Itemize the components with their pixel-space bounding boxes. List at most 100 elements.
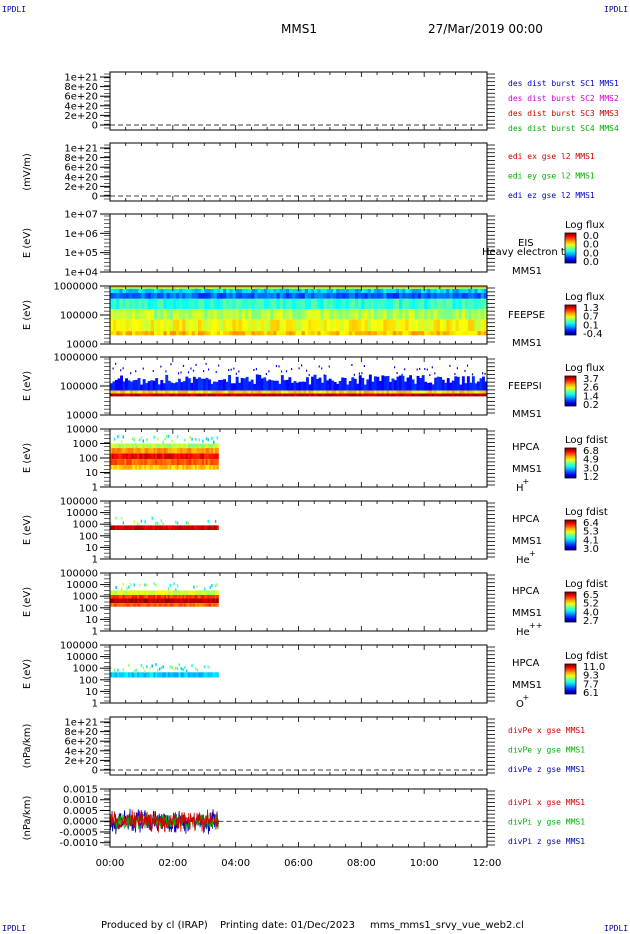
colorbar-tick-label: 5.3: [583, 527, 599, 538]
y-tick-label: 1e+07: [64, 210, 98, 221]
colorbar-tick-label: 2.7: [583, 616, 599, 627]
colorbar-title: Log fdist: [565, 579, 608, 590]
colorbar-tick-label: 4.1: [583, 535, 599, 546]
y-tick-label: 1000000: [53, 282, 98, 293]
colorbar-title: Log flux: [565, 292, 605, 303]
y-tick-label: 6e+20: [64, 737, 98, 748]
header-spacecraft: MMS1: [281, 22, 317, 36]
colorbar-title: Log flux: [565, 363, 605, 374]
colorbar-tick-label: 6.8: [583, 446, 599, 457]
legend-entry: divPe y gse MMS1: [508, 746, 585, 755]
legend-entry: des dist burst SC1 MMS1: [508, 79, 619, 88]
legend-entry: edi ex gse l2 MMS1: [508, 152, 595, 161]
corner-label-top-left: IPDLI: [2, 5, 27, 14]
y-tick-label: 100000: [60, 311, 98, 322]
colorbar-tick-label: 6.4: [583, 518, 599, 529]
spacecraft-label: MMS1: [512, 464, 542, 475]
colorbar-tick-label: 0.7: [583, 312, 599, 323]
instrument-label: FEEPSE: [508, 310, 545, 321]
colorbar-tick-label: 3.7: [583, 374, 599, 385]
corner-label-bottom-right: IPDLI: [604, 924, 629, 933]
panel-hpca_h: 10000 1000 100 10 1 E (eV) HPCA MMS1 H+ Log fdist…: [22, 425, 608, 495]
y-tick-label: 2e+20: [64, 111, 98, 122]
colorbar-tick-label: 3.0: [583, 463, 599, 474]
colorbar-tick-label: 0.1: [583, 320, 599, 331]
spacecraft-label: MMS1: [512, 409, 542, 420]
panel-frame: [109, 142, 488, 202]
colorbar-tick-label: 1.3: [583, 303, 599, 314]
spacecraft-label: MMS1: [512, 608, 542, 619]
species-label: O: [516, 699, 524, 710]
instrument-label: HPCA: [512, 658, 540, 669]
spectrogram-feepsi: [110, 362, 488, 397]
x-tick-label: 04:00: [221, 858, 250, 869]
legend-entry: edi ey gse l2 MMS1: [508, 172, 595, 181]
y-tick-label: 1e+21: [64, 144, 98, 155]
x-axis: 00:00 02:00 04:00 06:00 08:00 10:00 12:00: [96, 858, 502, 869]
colorbar-tick-label: 7.7: [583, 679, 599, 690]
y-tick-label: 4e+20: [64, 172, 98, 183]
colorbar: [564, 304, 577, 336]
panel-feepsi: 1000000 100000 10000 E (eV) FEEPSI MMS1 Log fl…: [22, 353, 605, 422]
y-tick-label: 10: [85, 543, 98, 554]
spacecraft-label: MMS1: [512, 266, 542, 277]
corner-label-bottom-left: IPDLI: [2, 924, 27, 933]
panel-frame: [109, 71, 488, 131]
y-tick-label: 0: [92, 192, 98, 203]
legend-entry: edi ez gse l2 MMS1: [508, 191, 595, 200]
y-tick-label: 1: [92, 627, 98, 638]
x-tick-label: 02:00: [158, 858, 187, 869]
spectrogram-hpca_he: [110, 516, 219, 530]
y-tick-label: 1: [92, 699, 98, 710]
species-charge: ++: [529, 621, 542, 630]
y-tick-label: 1e+04: [64, 268, 98, 279]
y-tick-label: 100000: [60, 641, 98, 652]
colorbar-tick-label: 3.0: [583, 544, 599, 555]
y-tick-label: 0.0010: [63, 795, 98, 806]
colorbar-tick-label: 6.1: [583, 688, 599, 699]
colorbar-tick-label: 0.0: [583, 240, 599, 251]
y-tick-label: 2e+20: [64, 182, 98, 193]
y-tick-label: 6e+20: [64, 163, 98, 174]
y-tick-label: 6e+20: [64, 92, 98, 103]
colorbar-title: Log fdist: [565, 507, 608, 518]
y-tick-label: 1e+06: [64, 229, 98, 240]
y-tick-label: 2e+20: [64, 756, 98, 767]
series-line: [109, 808, 219, 835]
y-tick-label: 1: [92, 555, 98, 566]
y-axis-label: (nPa/km): [22, 724, 33, 769]
legend-entry: divPi x gse MMS1: [508, 798, 585, 807]
y-tick-label: 4e+20: [64, 101, 98, 112]
legend-entry: des dist burst SC4 MMS4: [508, 124, 619, 133]
colorbar-tick-label: 9.3: [583, 671, 599, 682]
y-tick-label: 100: [79, 531, 98, 542]
y-tick-label: 1e+21: [64, 718, 98, 729]
y-tick-label: 10000: [66, 652, 98, 663]
y-tick-label: 100: [79, 454, 98, 465]
instrument-label: EIS: [518, 238, 534, 249]
colorbar: [564, 447, 577, 479]
colorbar-tick-label: 11.0: [583, 662, 605, 673]
y-tick-label: 1000: [73, 439, 98, 450]
y-tick-label: 10: [85, 615, 98, 626]
colorbar-title: Log fdist: [565, 435, 608, 446]
y-tick-label: 100: [79, 675, 98, 686]
spacecraft-label: MMS1: [512, 680, 542, 691]
colorbar: [564, 519, 577, 551]
species-charge: +: [529, 549, 536, 558]
y-axis-label: E (eV): [22, 300, 33, 330]
corner-label-top-right: IPDLI: [604, 5, 629, 14]
y-tick-label: 1000: [73, 592, 98, 603]
footer-printing-date: Printing date: 01/Dec/2023: [220, 920, 356, 931]
y-axis-label: E (eV): [22, 659, 33, 689]
spacecraft-label: MMS1: [512, 536, 542, 547]
colorbar-tick-label: 1.2: [583, 472, 599, 483]
spectrogram-feepse: [110, 286, 488, 336]
panel-note: Heavy electron to: [482, 247, 571, 258]
legend-entry: des dist burst SC2 MMS2: [508, 94, 619, 103]
y-tick-label: 1e+21: [64, 73, 98, 84]
y-tick-label: 8e+20: [64, 153, 98, 164]
